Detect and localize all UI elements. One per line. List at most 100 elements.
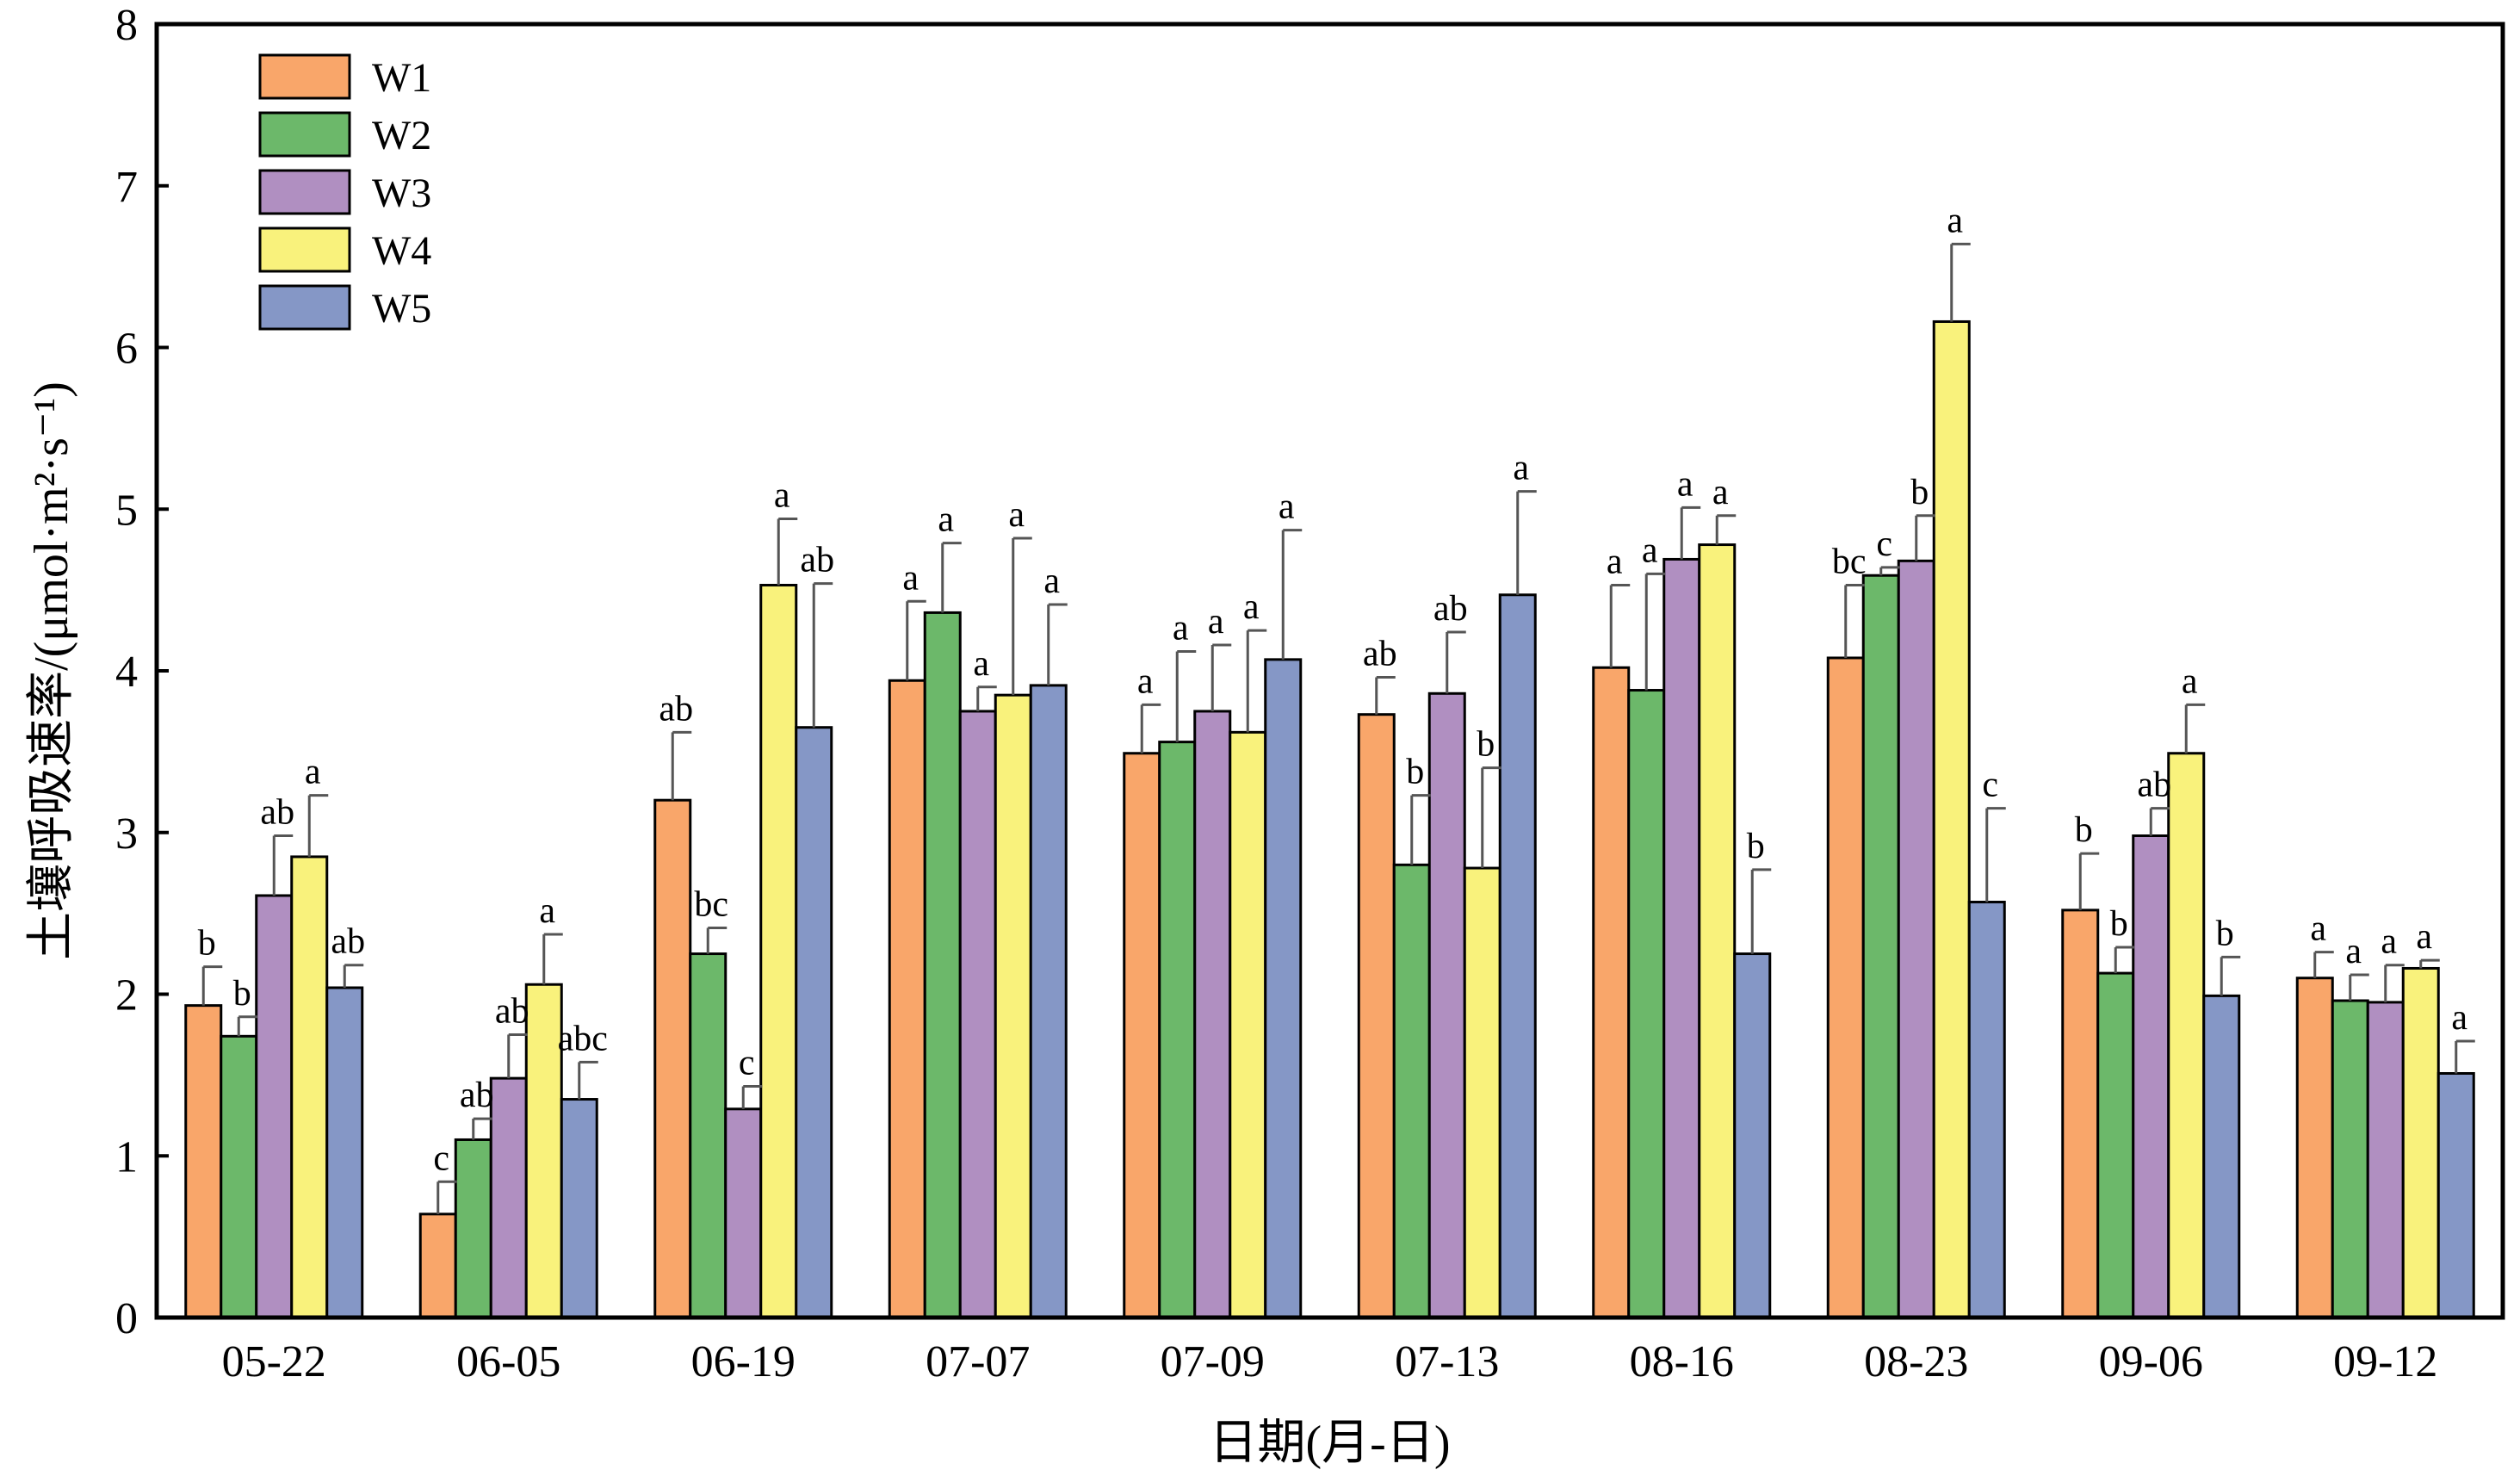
y-tick-label: 4 bbox=[115, 648, 138, 697]
significance-label: b bbox=[198, 924, 216, 964]
x-tick-label: 08-16 bbox=[1630, 1337, 1734, 1386]
legend-label: W4 bbox=[372, 228, 431, 274]
bar bbox=[1463, 866, 1501, 1319]
bar bbox=[255, 894, 294, 1319]
y-tick-label: 5 bbox=[115, 486, 138, 535]
bar bbox=[184, 1004, 223, 1319]
significance-label: c bbox=[739, 1044, 755, 1083]
significance-label: ab bbox=[1363, 635, 1397, 674]
significance-label: b bbox=[2216, 914, 2234, 953]
significance-label: a bbox=[1642, 530, 1658, 570]
bars-layer bbox=[184, 319, 2475, 1319]
significance-label: a bbox=[2310, 909, 2326, 949]
bar bbox=[454, 1138, 492, 1319]
y-tick-label: 1 bbox=[115, 1132, 138, 1181]
bar bbox=[2167, 752, 2206, 1319]
significance-label: ab bbox=[260, 793, 294, 833]
bar bbox=[2132, 834, 2170, 1319]
x-tick-label: 08-23 bbox=[1864, 1337, 1968, 1386]
significance-label: a bbox=[1513, 449, 1529, 488]
x-tick-label: 06-05 bbox=[456, 1337, 560, 1386]
bar bbox=[1357, 713, 1396, 1319]
significance-label: a bbox=[938, 500, 954, 540]
bar bbox=[958, 710, 997, 1319]
significance-label: a bbox=[1947, 201, 1963, 240]
significance-label: ab bbox=[331, 922, 365, 962]
x-tick-label: 07-07 bbox=[926, 1337, 1030, 1386]
significance-label: ab bbox=[800, 541, 834, 580]
bar bbox=[1123, 752, 1161, 1319]
legend-label: W2 bbox=[372, 113, 431, 158]
bar bbox=[1967, 900, 2006, 1319]
significance-label: a bbox=[973, 644, 989, 684]
significance-label: a bbox=[1043, 561, 1060, 601]
significance-label: ab bbox=[495, 991, 529, 1031]
significance-label: ab bbox=[460, 1076, 494, 1115]
x-axis-title: 日期(月-日) bbox=[1210, 1417, 1451, 1470]
significance-label: a bbox=[2416, 917, 2432, 957]
x-tick-label: 06-19 bbox=[691, 1337, 796, 1386]
bar bbox=[724, 1107, 763, 1319]
bar bbox=[689, 952, 728, 1319]
bar bbox=[653, 798, 692, 1319]
significance-label: a bbox=[1008, 495, 1025, 535]
significance-label: a bbox=[305, 753, 321, 792]
significance-label: a bbox=[1677, 464, 1693, 504]
bar bbox=[2401, 966, 2440, 1319]
bar bbox=[1498, 593, 1537, 1319]
bar bbox=[418, 1212, 457, 1319]
bar bbox=[325, 986, 364, 1319]
bar bbox=[994, 693, 1032, 1319]
legend-label: W1 bbox=[372, 55, 431, 101]
significance-label: a bbox=[1208, 602, 1224, 642]
significance-label: a bbox=[2451, 998, 2467, 1038]
bar bbox=[1392, 863, 1431, 1319]
bar bbox=[759, 583, 798, 1319]
significance-label: b bbox=[1910, 473, 1929, 512]
bar bbox=[1229, 730, 1267, 1319]
bar bbox=[1427, 691, 1466, 1319]
significance-label: a bbox=[902, 558, 919, 598]
bar bbox=[923, 611, 962, 1319]
y-tick-label: 7 bbox=[115, 163, 138, 212]
bar bbox=[290, 855, 329, 1319]
significance-label: ab bbox=[2137, 766, 2171, 805]
y-tick-label: 3 bbox=[115, 809, 138, 859]
legend-swatch bbox=[258, 53, 351, 100]
significance-label: b bbox=[1477, 725, 1495, 765]
legend-swatch bbox=[258, 111, 351, 158]
legend-swatch bbox=[258, 169, 351, 215]
significance-label: a bbox=[2345, 932, 2362, 971]
significance-label: a bbox=[774, 476, 790, 516]
bar bbox=[888, 679, 926, 1319]
x-tick-label: 07-09 bbox=[1161, 1337, 1265, 1386]
significance-label: b bbox=[1747, 827, 1765, 866]
bar bbox=[2331, 999, 2369, 1319]
legend-label: W5 bbox=[372, 286, 431, 332]
significance-label: a bbox=[1607, 542, 1623, 581]
x-tick-label: 05-22 bbox=[222, 1337, 326, 1386]
bar bbox=[2202, 994, 2241, 1319]
x-axis: 05-22 06-05 06-19 07-07 07-09 07-13 08-16 08-23… bbox=[222, 1337, 2438, 1386]
significance-label: a bbox=[1243, 587, 1260, 627]
significance-label: bc bbox=[1832, 542, 1867, 581]
bar bbox=[2366, 1001, 2405, 1319]
significance-label: a bbox=[2182, 661, 2198, 701]
significance-label: b bbox=[233, 974, 251, 1014]
bar bbox=[489, 1076, 528, 1319]
legend-swatch bbox=[258, 284, 351, 331]
significance-label: a bbox=[1173, 608, 1189, 648]
bar bbox=[1264, 658, 1303, 1319]
error-bars-layer bbox=[201, 242, 2475, 1214]
significance-label: b bbox=[2110, 904, 2128, 944]
bar bbox=[220, 1034, 258, 1319]
significance-label: ab bbox=[659, 689, 693, 729]
legend-label: W3 bbox=[372, 171, 431, 216]
bar bbox=[524, 983, 563, 1319]
bar bbox=[1029, 684, 1068, 1319]
y-axis: 0 1 2 3 4 5 6 7 8 bbox=[115, 1, 169, 1343]
significance-label: bc bbox=[694, 885, 728, 925]
significance-label: a bbox=[539, 891, 555, 931]
y-axis-title: 土壤呼吸速率/(μmol·m²·s⁻¹) bbox=[25, 381, 78, 960]
